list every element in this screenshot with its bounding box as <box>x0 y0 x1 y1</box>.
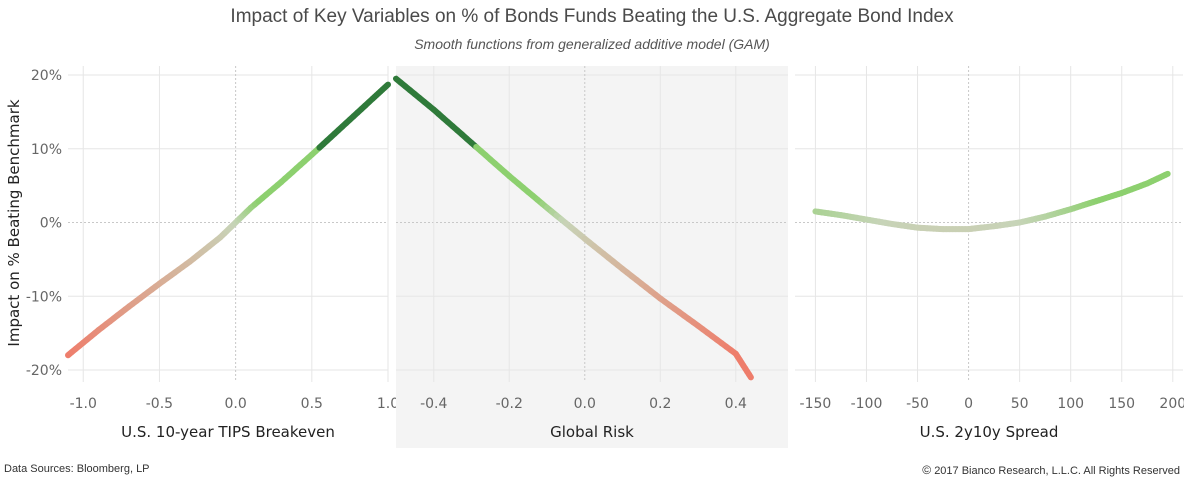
x-tick-label: -50 <box>906 396 929 412</box>
x-tick-label: 200 <box>1159 396 1184 412</box>
series-line <box>812 170 1171 233</box>
x-axis-title: Global Risk <box>550 423 634 441</box>
x-tick-label: -150 <box>800 396 832 412</box>
y-tick-label: 20% <box>31 68 62 84</box>
line-segment <box>746 371 754 381</box>
panel-1: -1.0 -0.5 0.0 0.5 1.0 -20% -10% 0% 10% 20% U.S. 10… <box>26 66 399 441</box>
x-tick-label: -0.2 <box>496 396 523 412</box>
copyright-notice: © 2017 Bianco Research, L.L.C. All Right… <box>922 463 1180 477</box>
y-tick-label: -10% <box>26 289 62 305</box>
x-tick-label: 100 <box>1057 396 1084 412</box>
x-tick-label: -0.5 <box>146 396 173 412</box>
chart-svg: -1.0 -0.5 0.0 0.5 1.0 -20% -10% 0% 10% 20% U.S. 10… <box>5 66 1184 448</box>
y-tick-label: -20% <box>26 363 62 379</box>
line-segment <box>1162 170 1171 179</box>
series-line <box>65 81 391 359</box>
chart-subtitle: Smooth functions from generalized additi… <box>414 36 770 52</box>
x-tick-label: -1.0 <box>70 396 97 412</box>
x-tick-label: 0.0 <box>574 396 596 412</box>
copyright-text: 2017 Bianco Research, L.L.C. All Rights … <box>934 465 1180 477</box>
x-tick-label: 0.2 <box>649 396 671 412</box>
y-tick-label: 0% <box>40 216 62 232</box>
copyright-symbol: © <box>922 463 932 477</box>
chart-title: Impact of Key Variables on % of Bonds Fu… <box>230 6 954 27</box>
series-line <box>393 75 754 381</box>
x-axis-title: U.S. 2y10y Spread <box>920 423 1059 441</box>
panel-2: -0.4 -0.2 0.0 0.2 0.4 Global Risk <box>393 66 788 448</box>
panel-3: -150 -100 -50 0 50 100 150 200 U.S. 2y10y Spread <box>795 66 1184 441</box>
x-axis-title: U.S. 10-year TIPS Breakeven <box>121 423 335 441</box>
x-tick-label: 0 <box>964 396 973 412</box>
x-tick-label: 1.0 <box>377 396 399 412</box>
y-tick-label: 10% <box>31 142 62 158</box>
y-axis-title: Impact on % Beating Benchmark <box>5 99 23 346</box>
x-tick-label: 0.5 <box>301 396 323 412</box>
line-segment <box>383 81 391 90</box>
x-tick-label: -0.4 <box>420 396 447 412</box>
panel-background <box>396 66 788 448</box>
x-tick-label: 0.4 <box>725 396 747 412</box>
x-tick-label: 150 <box>1108 396 1135 412</box>
data-source: Data Sources: Bloomberg, LP <box>4 463 150 475</box>
x-tick-label: -100 <box>851 396 883 412</box>
x-tick-label: 0.0 <box>224 396 246 412</box>
x-tick-label: 50 <box>1011 396 1029 412</box>
